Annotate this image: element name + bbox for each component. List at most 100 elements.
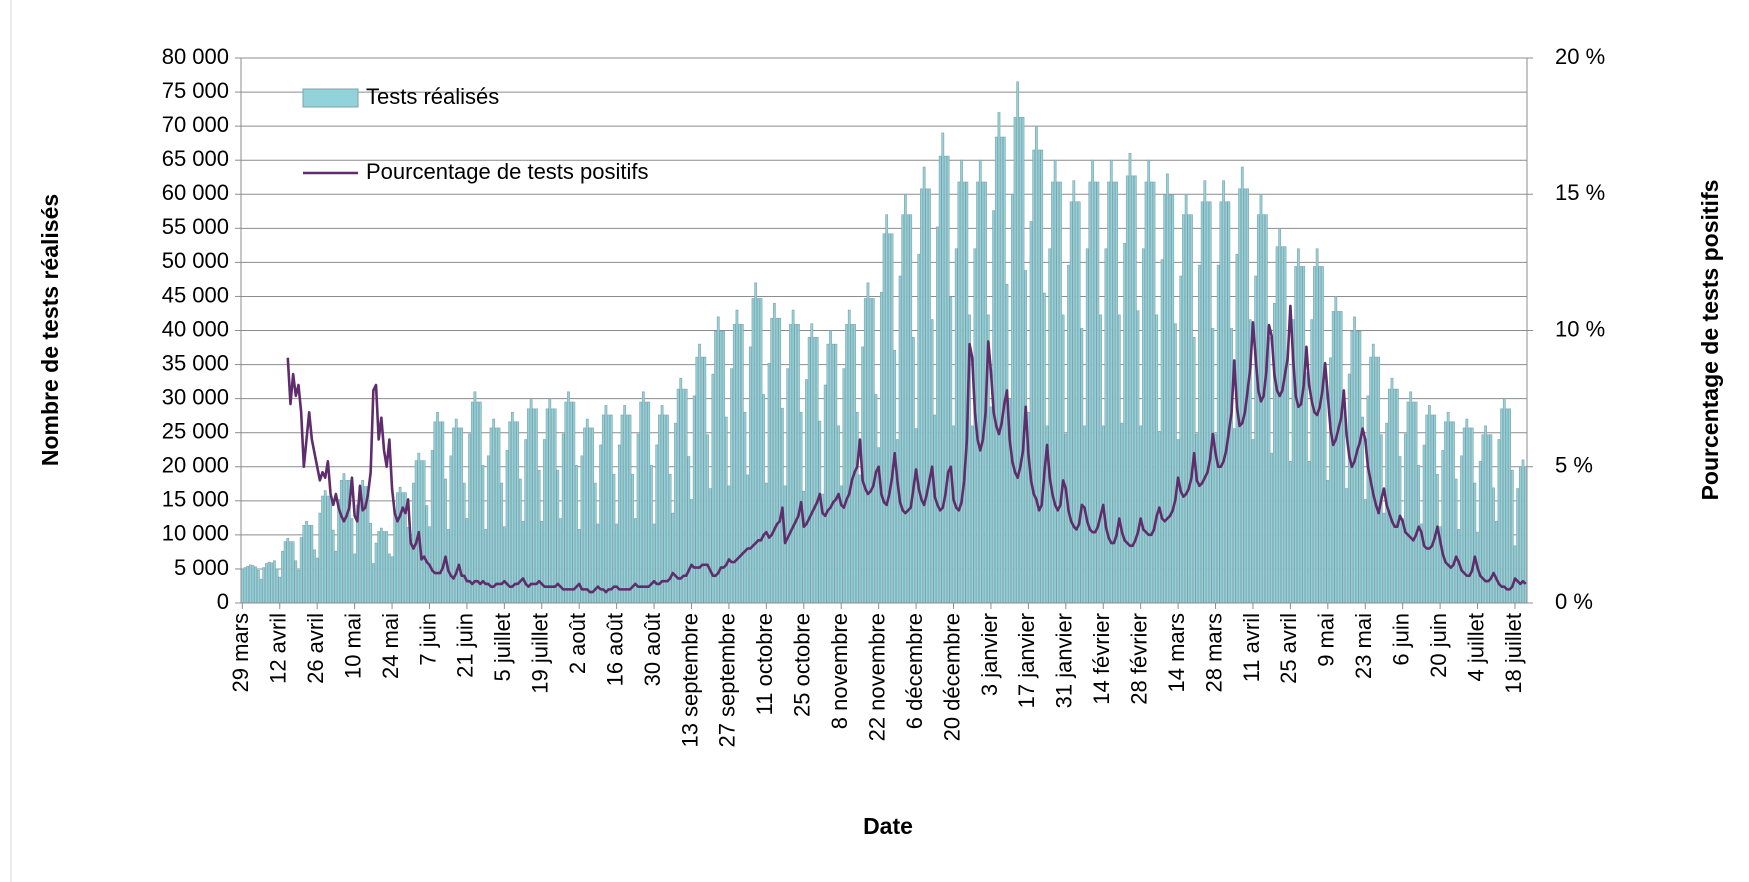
- bar: [567, 391, 570, 604]
- bar: [1513, 545, 1517, 604]
- bar: [502, 526, 506, 604]
- bar: [981, 181, 985, 604]
- bar: [1299, 266, 1303, 604]
- bar: [1141, 248, 1145, 604]
- bar: [679, 377, 683, 604]
- bar: [1379, 434, 1383, 604]
- bar: [607, 414, 610, 604]
- y2-tick-label: 5 %: [1555, 453, 1593, 478]
- bar: [738, 324, 741, 604]
- bar: [1179, 275, 1183, 604]
- bar: [1280, 246, 1284, 604]
- bar: [609, 414, 613, 604]
- bar: [353, 553, 356, 604]
- bar: [580, 455, 584, 604]
- bar: [928, 188, 931, 604]
- bar: [436, 411, 439, 604]
- bar: [837, 425, 840, 604]
- bar: [551, 408, 554, 604]
- bar: [871, 298, 875, 604]
- bar: [1361, 416, 1364, 604]
- bar: [388, 553, 391, 604]
- bar: [853, 324, 856, 604]
- bar: [1067, 264, 1070, 604]
- bar: [535, 408, 538, 604]
- bar: [601, 414, 605, 604]
- bar: [639, 401, 643, 604]
- bar: [789, 324, 792, 604]
- bar: [572, 401, 576, 604]
- bar: [254, 566, 258, 604]
- bar: [529, 398, 533, 604]
- bar: [1329, 357, 1332, 604]
- x-tick-label: 3 janvier: [977, 613, 1002, 696]
- bar: [1109, 159, 1113, 604]
- bar: [823, 384, 827, 604]
- bar: [1403, 433, 1407, 604]
- bar: [957, 181, 961, 604]
- bar: [628, 414, 632, 604]
- bar: [1075, 201, 1078, 604]
- bar: [775, 317, 779, 604]
- bar: [486, 455, 490, 604]
- bar: [1184, 193, 1188, 604]
- bar: [265, 563, 268, 604]
- y-tick-label: 55 000: [162, 214, 229, 239]
- bar: [941, 132, 945, 604]
- x-axis-title: Date: [863, 813, 913, 839]
- bar: [585, 418, 589, 604]
- y2-tick-label: 10 %: [1555, 316, 1605, 341]
- bar: [1307, 460, 1311, 604]
- bar: [647, 401, 651, 604]
- bar: [1387, 388, 1391, 604]
- bar: [1251, 439, 1255, 604]
- x-tick-label: 20 décembre: [939, 613, 964, 741]
- bar: [1005, 283, 1009, 604]
- bar: [1093, 181, 1097, 604]
- bar: [374, 542, 378, 604]
- bar: [420, 460, 423, 604]
- x-tick-label: 23 mai: [1351, 613, 1376, 679]
- bar: [1334, 296, 1338, 604]
- bar: [1051, 181, 1054, 604]
- bar: [946, 155, 950, 604]
- bar: [1190, 214, 1193, 604]
- bar: [548, 398, 552, 604]
- bar: [417, 452, 421, 604]
- bar: [1508, 408, 1511, 604]
- bar: [829, 330, 832, 604]
- bar: [914, 428, 918, 604]
- bar: [1305, 372, 1308, 604]
- x-tick-label: 16 août: [602, 613, 627, 686]
- bar: [553, 408, 557, 604]
- bar: [676, 388, 680, 604]
- bar: [1048, 248, 1052, 604]
- bar: [724, 416, 728, 604]
- bar: [1294, 266, 1298, 604]
- bar: [952, 425, 955, 604]
- y-tick-label: 80 000: [162, 44, 229, 69]
- bar: [310, 525, 314, 604]
- bar: [1270, 452, 1274, 604]
- bar: [1128, 153, 1132, 604]
- bar: [1123, 243, 1126, 604]
- bar: [722, 330, 725, 604]
- bar: [813, 337, 816, 604]
- bar: [1240, 166, 1244, 604]
- y-tick-label: 20 000: [162, 453, 229, 478]
- bar: [299, 537, 303, 604]
- bar: [933, 414, 937, 604]
- bar: [329, 495, 332, 604]
- bar: [625, 414, 629, 604]
- bar: [1374, 356, 1378, 604]
- bar: [591, 427, 594, 604]
- y-tick-label: 10 000: [162, 521, 229, 546]
- bar: [1163, 194, 1167, 604]
- bar: [1120, 422, 1124, 604]
- bar: [936, 226, 939, 604]
- legend-label: Pourcentage de tests positifs: [366, 159, 649, 184]
- y-tick-label: 25 000: [162, 419, 229, 444]
- bar: [930, 319, 934, 604]
- bar: [1002, 136, 1006, 604]
- bar: [1436, 473, 1439, 604]
